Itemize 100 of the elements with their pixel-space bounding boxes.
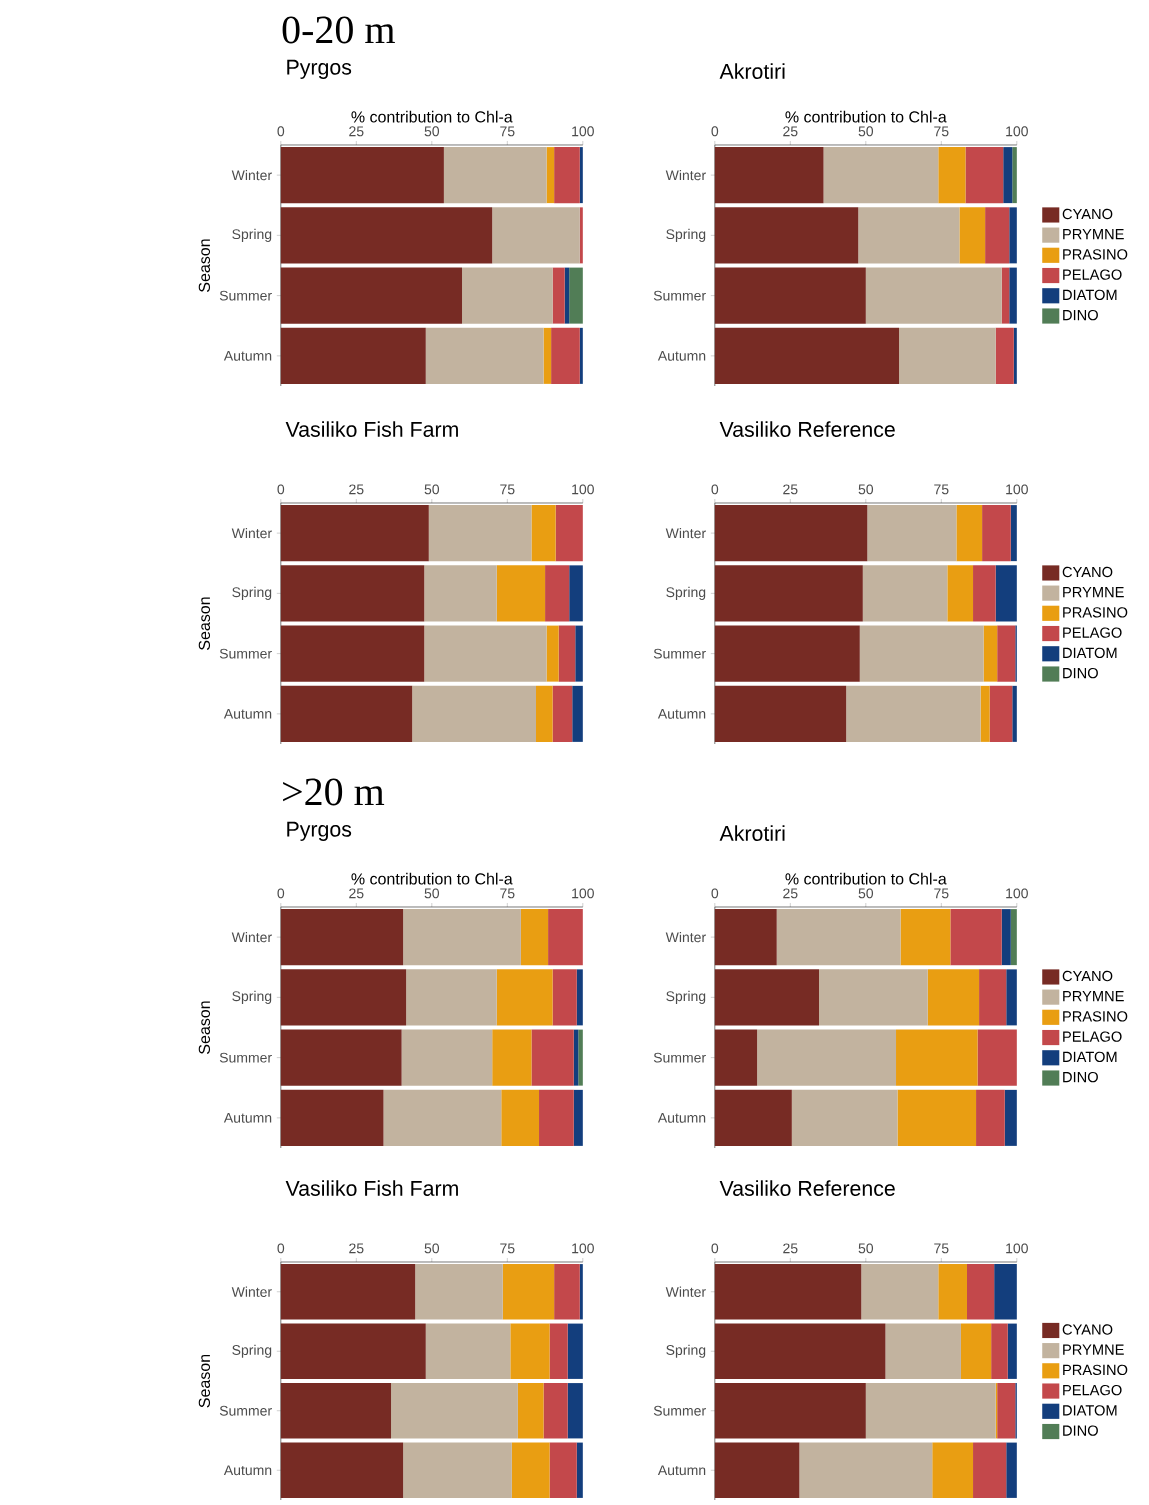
- bar: [552, 685, 573, 742]
- bar: [938, 1264, 968, 1320]
- chart-title: Pyrgos: [287, 59, 352, 79]
- bar: [995, 327, 1014, 384]
- x-tick-label: 100: [572, 126, 595, 137]
- bar: [714, 207, 859, 264]
- bar: [897, 1089, 977, 1146]
- bar: [531, 505, 556, 562]
- bar: [714, 1323, 886, 1379]
- x-tick-label: 75: [500, 126, 515, 137]
- bar: [714, 147, 824, 204]
- bar: [994, 1264, 1017, 1320]
- bar: [714, 625, 860, 682]
- bar: [280, 565, 425, 622]
- bar: [885, 1323, 962, 1379]
- y-tick-label: Spring: [666, 990, 706, 1004]
- bar: [900, 909, 951, 966]
- legend-label: PRASINO: [1063, 249, 1128, 260]
- x-tick-label: 100: [572, 1243, 595, 1254]
- bar: [502, 1264, 555, 1320]
- bar: [1009, 267, 1017, 324]
- x-tick-label: 50: [424, 484, 440, 495]
- bar: [549, 1442, 577, 1498]
- x-tick-label: 50: [858, 1243, 874, 1254]
- bar: [714, 1264, 862, 1320]
- x-tick-label: 75: [500, 888, 515, 899]
- y-tick-label: Summer: [653, 1405, 706, 1416]
- bar: [280, 147, 444, 204]
- x-tick-label: 25: [783, 1243, 798, 1254]
- y-tick-label: Summer: [653, 290, 706, 301]
- x-tick-label: 50: [858, 126, 874, 137]
- legend-label: DINO: [1063, 1071, 1099, 1083]
- bar: [531, 1029, 574, 1086]
- legend-label: PRYMNE: [1063, 1344, 1124, 1355]
- bar: [543, 327, 552, 384]
- bar: [579, 327, 583, 384]
- y-tick-label: Winter: [665, 169, 706, 181]
- bar: [846, 685, 981, 742]
- legend-label: CYANO: [1062, 208, 1113, 220]
- bar: [950, 909, 1002, 966]
- bar: [536, 685, 553, 742]
- bar: [578, 1029, 583, 1086]
- bar: [545, 565, 570, 622]
- y-tick-label: Spring: [232, 228, 272, 242]
- x-tick-label: 100: [572, 888, 595, 899]
- bar: [280, 1442, 404, 1498]
- bar: [867, 505, 957, 562]
- text: >20 m: [283, 778, 385, 806]
- x-tick-label: 0: [277, 126, 285, 137]
- bar: [979, 969, 1007, 1026]
- y-tick-label: Spring: [232, 1344, 272, 1358]
- y-tick-label: Winter: [665, 931, 706, 943]
- y-axis-title: Season: [198, 239, 211, 292]
- bar: [579, 1264, 583, 1320]
- y-tick-label: Winter: [231, 931, 272, 943]
- y-tick-label: Summer: [219, 648, 272, 659]
- y-tick-label: Autumn: [223, 708, 272, 719]
- x-tick-label: 25: [349, 484, 364, 495]
- legend-label: PELAGO: [1063, 1031, 1122, 1042]
- bar: [899, 327, 996, 384]
- x-tick-label: 75: [934, 484, 949, 495]
- bar: [280, 1264, 416, 1320]
- bar: [1001, 909, 1011, 966]
- bar: [549, 1323, 568, 1379]
- legend-label: DIATOM: [1063, 289, 1117, 301]
- bar: [859, 625, 984, 682]
- bar: [714, 505, 868, 562]
- bar: [412, 685, 537, 742]
- x-tick-label: 0: [711, 888, 719, 899]
- bar: [791, 1089, 898, 1146]
- bar: [1009, 207, 1017, 264]
- x-tick-label: 25: [783, 484, 798, 495]
- x-tick-label: 0: [711, 126, 719, 137]
- bar: [280, 1383, 392, 1439]
- bar: [991, 1323, 1008, 1379]
- bar: [714, 685, 847, 742]
- legend-label: DIATOM: [1063, 647, 1117, 659]
- bar: [424, 625, 547, 682]
- bar: [1010, 909, 1017, 966]
- x-axis-title: % contribution to Chl-a: [351, 872, 513, 885]
- x-tick-label: 50: [424, 1243, 440, 1254]
- legend-label: DINO: [1063, 1425, 1099, 1436]
- legend-label: PRASINO: [1063, 1364, 1128, 1376]
- y-tick-label: Summer: [653, 1052, 706, 1063]
- bar: [973, 1442, 1007, 1498]
- y-axis-title: Season: [198, 1354, 211, 1408]
- y-tick-label: Spring: [666, 1344, 706, 1358]
- y-tick-label: Autumn: [657, 1465, 706, 1476]
- x-tick-label: 100: [1006, 1243, 1029, 1254]
- bar: [989, 685, 1013, 742]
- bar: [567, 1383, 583, 1439]
- bar: [985, 207, 1010, 264]
- x-tick-label: 100: [1006, 888, 1029, 899]
- bar: [980, 685, 990, 742]
- x-tick-label: 75: [500, 484, 515, 495]
- bar: [997, 625, 1016, 682]
- bar: [714, 1383, 866, 1439]
- bar: [403, 909, 521, 966]
- bar: [714, 969, 820, 1026]
- bar: [757, 1029, 897, 1086]
